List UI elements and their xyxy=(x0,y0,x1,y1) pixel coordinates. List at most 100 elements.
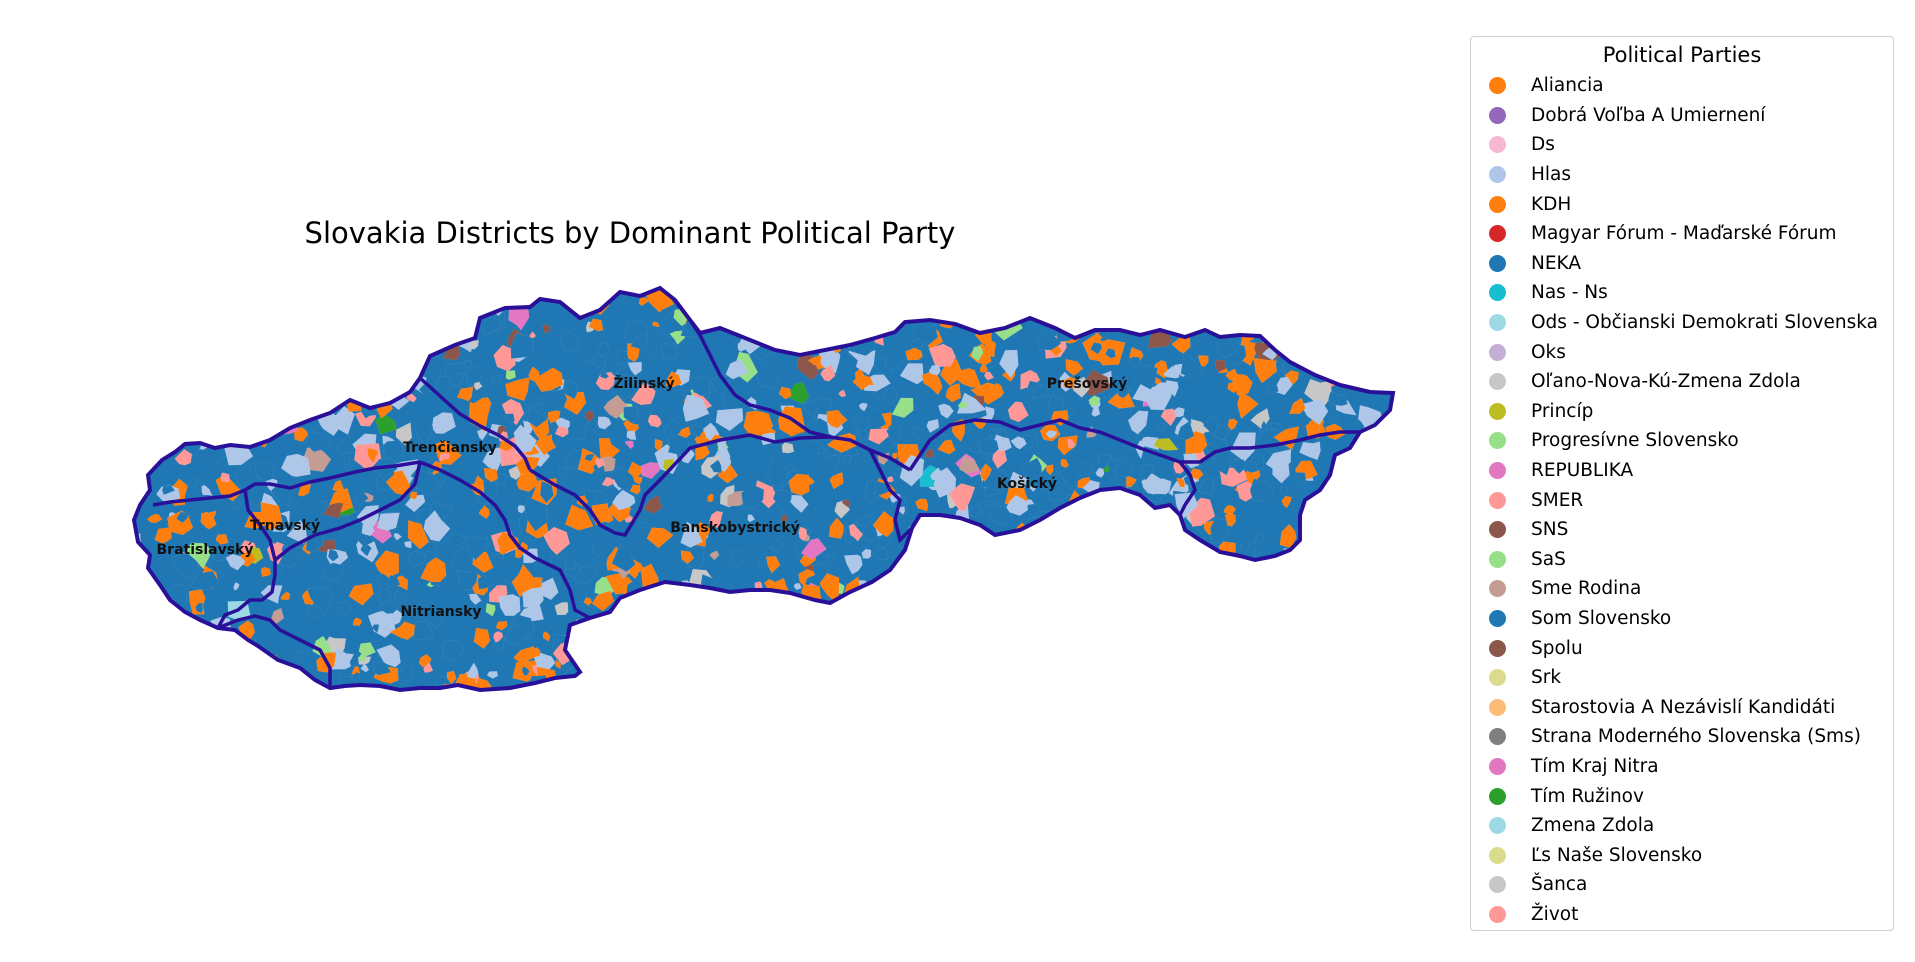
district-patch xyxy=(647,680,664,690)
district-patch xyxy=(651,321,660,328)
district-patch xyxy=(820,454,841,476)
legend-swatch xyxy=(1489,373,1506,391)
district-patch xyxy=(802,309,816,321)
district-patch xyxy=(715,635,724,643)
district-patch xyxy=(1346,687,1359,690)
district-patch xyxy=(894,467,902,476)
district-patch xyxy=(1174,687,1182,690)
district-patch xyxy=(807,662,827,685)
district-patch xyxy=(145,328,171,354)
district-patch xyxy=(1018,600,1044,623)
legend-label: Starostovia A Nezávislí Kandidáti xyxy=(1531,696,1836,718)
district-patch xyxy=(1052,553,1072,579)
slovakia-map: Bratislavský Trnavský Trenčiansky Nitriansk… xyxy=(131,285,1396,693)
district-patch xyxy=(885,424,902,446)
district-patch xyxy=(204,365,214,375)
district-patch xyxy=(691,424,704,438)
district-patch xyxy=(418,653,432,668)
district-patch xyxy=(591,590,615,612)
district-patch xyxy=(396,297,419,321)
district-patch xyxy=(168,666,192,687)
legend-label: Tím Ružinov xyxy=(1531,785,1644,807)
district-patch xyxy=(327,548,339,562)
district-patch xyxy=(139,318,159,345)
district-patch xyxy=(485,603,496,617)
district-patch xyxy=(393,532,403,541)
district-patch xyxy=(1392,513,1393,535)
district-patch xyxy=(769,669,789,689)
district-patch xyxy=(1240,540,1251,552)
district-patch xyxy=(685,646,698,659)
district-patch xyxy=(1015,659,1043,690)
district-patch xyxy=(134,558,143,572)
district-patch xyxy=(1352,672,1370,687)
district-patch xyxy=(1036,328,1062,351)
district-patch xyxy=(780,514,788,524)
district-patch xyxy=(1197,355,1209,367)
district-patch xyxy=(583,597,593,606)
district-patch xyxy=(886,476,895,483)
district-patch xyxy=(853,679,869,690)
district-patch xyxy=(189,570,220,590)
district-patch xyxy=(1289,325,1313,347)
district-patch xyxy=(260,566,272,578)
district-patch xyxy=(150,615,169,636)
district-patch xyxy=(838,613,858,632)
district-patch xyxy=(1369,661,1383,672)
district-patch xyxy=(928,638,939,650)
district-patch xyxy=(643,494,663,514)
district-patch xyxy=(154,316,173,333)
district-patch xyxy=(698,673,719,690)
district-patch xyxy=(1142,382,1172,411)
district-patch xyxy=(1127,661,1151,688)
region-border xyxy=(216,489,277,629)
district-patch xyxy=(1281,495,1292,509)
legend: Political Parties Aliancia Dobrá Voľba A … xyxy=(1470,36,1894,931)
legend-label: Zmena Zdola xyxy=(1531,815,1655,837)
district-patch xyxy=(882,676,912,690)
district-patch xyxy=(1336,478,1358,499)
district-patch xyxy=(171,424,187,439)
district-patch xyxy=(793,300,802,309)
district-patch xyxy=(704,600,727,618)
district-patch xyxy=(478,508,487,517)
district-patch xyxy=(280,453,311,478)
district-patch xyxy=(234,686,244,690)
district-patch xyxy=(1103,681,1126,690)
district-patch xyxy=(972,562,1001,585)
district-patch xyxy=(402,624,416,636)
district-patch xyxy=(660,342,677,361)
legend-swatch xyxy=(1489,432,1506,450)
district-patch xyxy=(789,334,801,349)
district-patch xyxy=(195,662,208,674)
district-patch xyxy=(200,668,214,686)
district-patch xyxy=(1227,382,1237,394)
district-patch xyxy=(1007,401,1029,423)
legend-swatch xyxy=(1489,580,1506,598)
district-patch xyxy=(861,548,872,559)
district-patch xyxy=(841,455,851,466)
district-patch xyxy=(842,288,869,307)
district-patch xyxy=(185,542,211,570)
district-patch xyxy=(1066,317,1084,335)
region-border xyxy=(908,418,1360,471)
region-border xyxy=(529,433,911,537)
legend-label: KDH xyxy=(1531,193,1572,215)
district-patch xyxy=(1335,501,1349,512)
district-patch xyxy=(1275,661,1288,680)
district-patch xyxy=(1304,559,1315,569)
district-patch xyxy=(271,303,284,317)
district-patch xyxy=(292,650,309,663)
district-patch xyxy=(1366,428,1389,450)
district-patch xyxy=(233,581,240,591)
district-patch xyxy=(1006,591,1037,615)
district-patch xyxy=(505,377,530,402)
district-patch xyxy=(504,413,515,424)
district-patch xyxy=(583,490,598,507)
district-patch xyxy=(770,665,795,690)
district-patch xyxy=(1387,420,1393,438)
district-patch xyxy=(1164,558,1179,576)
legend-label: SaS xyxy=(1531,548,1566,570)
district-patch xyxy=(1076,615,1089,627)
district-patch xyxy=(1366,487,1387,507)
